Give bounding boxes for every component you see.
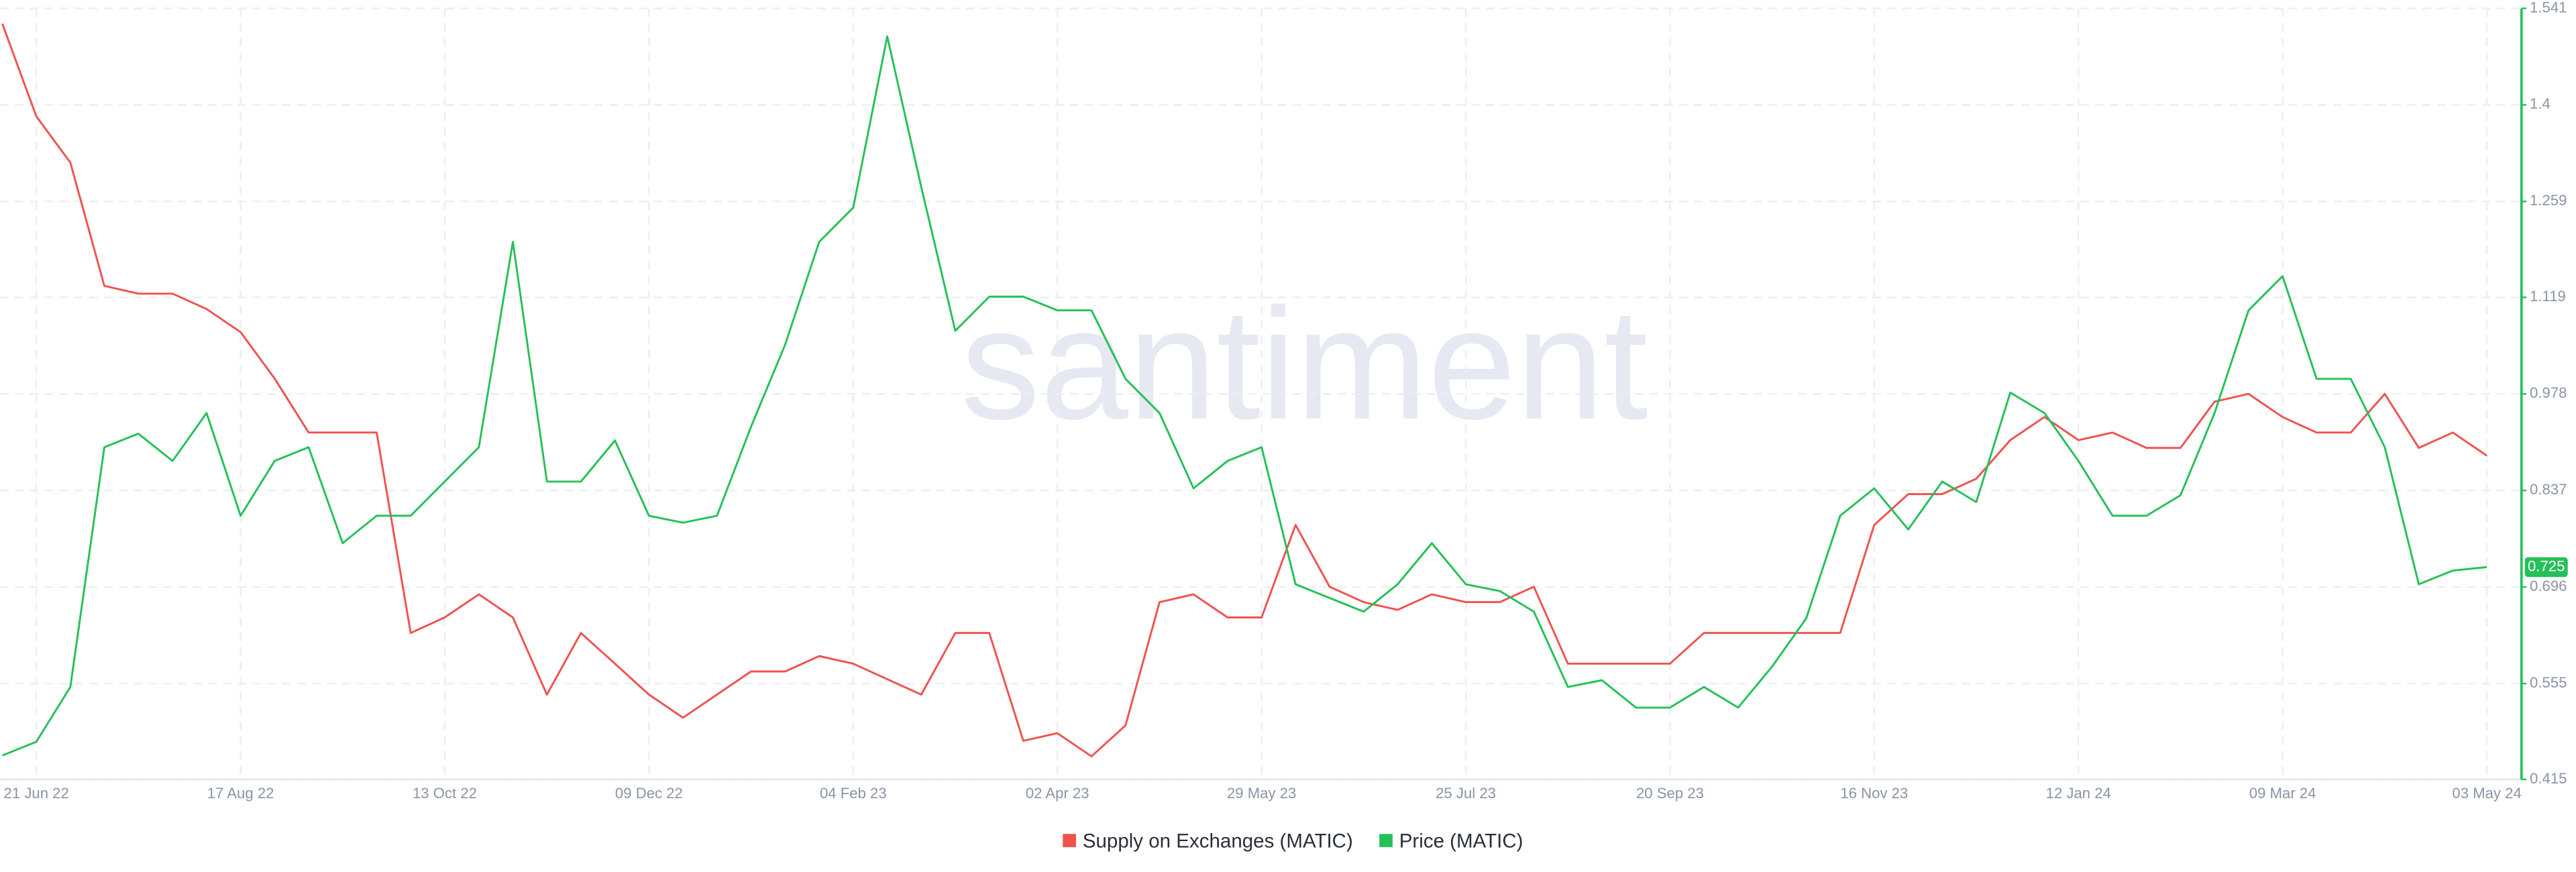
last-value-badge	[2524, 557, 2568, 578]
legend-label: Price (MATIC)	[1399, 830, 1523, 852]
x-tick-label: 09 Mar 24	[2249, 785, 2316, 802]
x-tick-label: 09 Dec 22	[615, 785, 683, 802]
series-line	[1, 35, 2487, 757]
legend-swatch	[1063, 834, 1076, 847]
legend-label: Supply on Exchanges (MATIC)	[1083, 830, 1353, 852]
y2-tick-label: 1.259	[2530, 192, 2567, 209]
x-tick-label: 21 Jun 22	[4, 785, 69, 802]
y2-tick-label: 1.4	[2530, 95, 2551, 112]
y2-tick-label: 0.415	[2530, 770, 2567, 787]
x-tick-label: 17 Aug 22	[207, 785, 274, 802]
y2-tick-label: 0.978	[2530, 384, 2567, 401]
x-tick-label: 13 Oct 22	[413, 785, 477, 802]
x-tick-label: 29 May 23	[1227, 785, 1296, 802]
x-tick-label: 16 Nov 23	[1840, 785, 1908, 802]
x-tick-label: 04 Feb 23	[820, 785, 887, 802]
x-tick-label: 20 Sep 23	[1636, 785, 1704, 802]
y2-tick-label: 0.696	[2530, 578, 2567, 594]
y2-tick-label: 0.837	[2530, 481, 2567, 498]
x-tick-label: 03 May 24	[2452, 785, 2521, 802]
y2-tick-label: 1.541	[2530, 0, 2567, 15]
y2-tick-label: 0.555	[2530, 674, 2567, 691]
x-tick-label: 25 Jul 23	[1436, 785, 1496, 802]
legend-swatch	[1379, 834, 1393, 847]
x-tick-label: 02 Apr 23	[1026, 785, 1089, 802]
series-line	[1, 23, 2487, 758]
last-value-label: 0.725	[2528, 557, 2565, 574]
y2-tick-label: 1.119	[2530, 288, 2566, 305]
watermark: santiment	[961, 276, 1648, 453]
legend: Supply on Exchanges (MATIC) Price (MATIC)	[1063, 830, 1523, 852]
x-tick-label: 12 Jan 24	[2046, 785, 2111, 802]
